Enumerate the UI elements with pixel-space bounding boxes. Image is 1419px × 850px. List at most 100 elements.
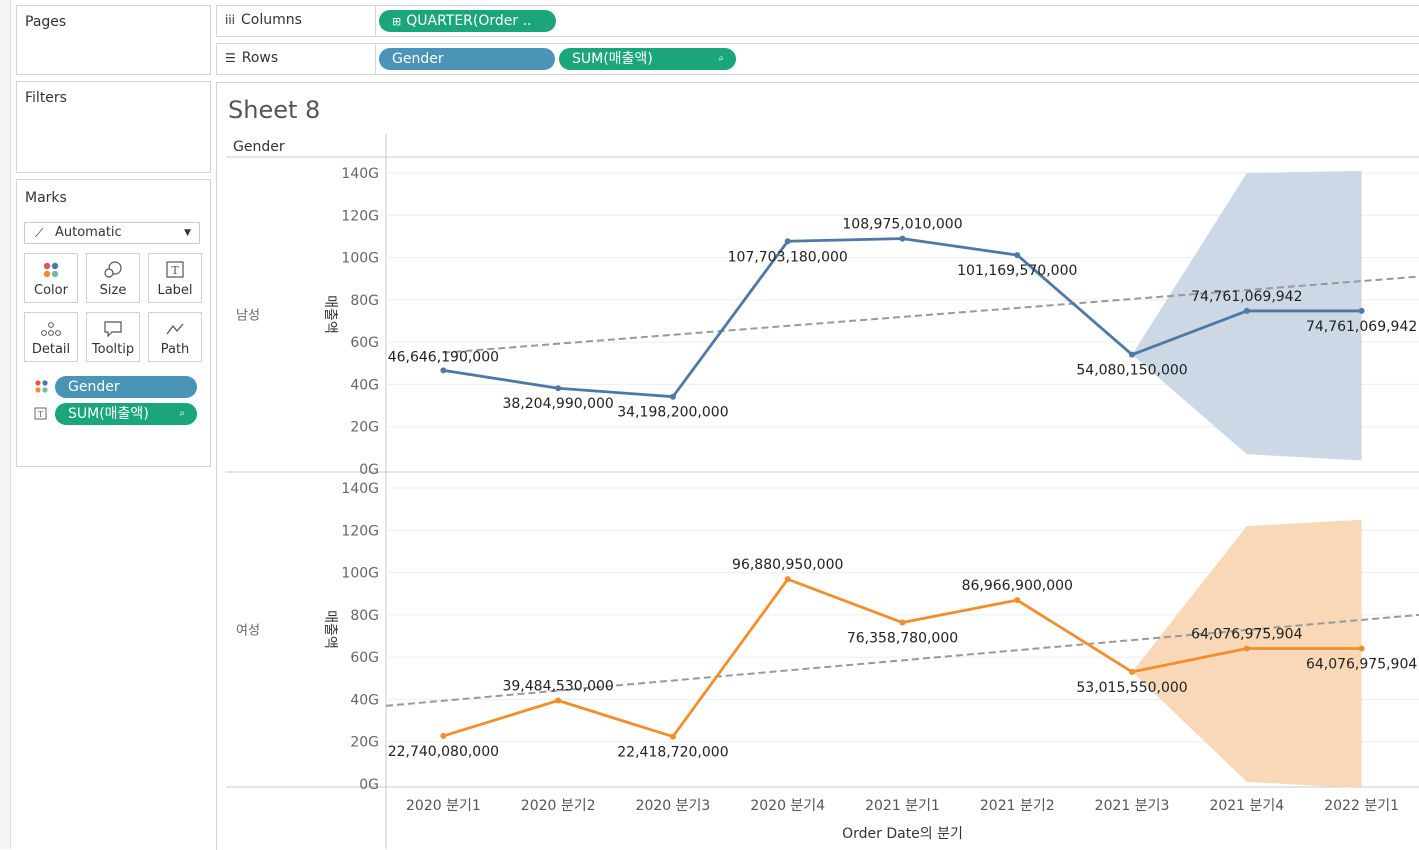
y-tick-label: 40G <box>350 692 379 708</box>
color-label: Color <box>34 283 68 298</box>
size-icon <box>87 261 139 281</box>
sum-sales-row-pill[interactable]: SUM(매출액) ⌕ <box>559 48 736 70</box>
data-point <box>1358 307 1365 314</box>
x-tick-label: 2020 분기4 <box>750 798 825 814</box>
trend-line <box>385 613 1419 707</box>
text-label-icon: T <box>149 261 201 281</box>
sheet-title: Sheet 8 <box>228 96 321 124</box>
tooltip-icon <box>87 320 139 340</box>
filters-card[interactable]: Filters <box>16 81 211 173</box>
data-label: 96,880,950,000 <box>732 557 843 573</box>
y-tick-label: 0G <box>359 777 379 793</box>
path-label: Path <box>160 342 190 357</box>
sum-sales-row-pill-label: SUM(매출액) <box>572 51 653 67</box>
gender-color-pill[interactable]: Gender <box>55 376 197 398</box>
data-point <box>555 385 562 392</box>
columns-icon: iii <box>225 13 236 27</box>
data-point <box>1129 351 1136 358</box>
sum-label-pill-label: SUM(매출액) <box>68 406 149 422</box>
marks-field-sum[interactable]: T SUM(매출액) ⌕ <box>34 403 199 425</box>
x-axis-title: Order Date의 분기 <box>842 826 963 842</box>
gender-row-pill[interactable]: Gender <box>379 48 555 70</box>
svg-text:T: T <box>171 264 179 277</box>
sum-label-pill[interactable]: SUM(매출액) ⌕ <box>55 403 197 425</box>
text-field-icon: T <box>34 406 48 425</box>
line-chart-icon: ⟋ <box>35 226 44 240</box>
columns-shelf-divider <box>375 6 376 36</box>
data-point <box>1358 645 1365 652</box>
sheet-area <box>216 82 1419 850</box>
label-button[interactable]: T Label <box>148 253 202 303</box>
columns-shelf[interactable]: iii Columns ⊞ QUARTER(Order .. <box>216 5 1419 37</box>
marks-field-gender[interactable]: Gender <box>34 376 199 398</box>
y-tick-label: 120G <box>341 523 379 539</box>
data-label: 86,966,900,000 <box>962 578 1073 594</box>
data-point <box>555 697 562 704</box>
data-point <box>1243 645 1250 652</box>
y-tick-label: 120G <box>341 208 379 224</box>
plus-box-icon: ⊞ <box>392 15 402 28</box>
svg-text:T: T <box>38 410 44 419</box>
data-point <box>1243 307 1250 314</box>
x-tick-label: 2021 분기2 <box>980 798 1055 814</box>
quarter-pill-label: QUARTER(Order .. <box>406 13 532 29</box>
y-tick-label: 80G <box>350 293 379 309</box>
detail-label: Detail <box>31 342 71 357</box>
y-tick-label: 100G <box>341 566 379 582</box>
y-tick-label: 140G <box>341 481 379 497</box>
mark-type-label: Automatic <box>55 225 122 240</box>
filters-title: Filters <box>25 90 67 106</box>
data-label: 54,080,150,000 <box>1076 363 1187 379</box>
path-button[interactable]: Path <box>148 312 202 362</box>
detail-icon <box>25 320 77 340</box>
y-axis-title: 매출액 <box>322 295 338 334</box>
rows-shelf-label: ☰ Rows <box>225 50 278 66</box>
data-point <box>899 619 906 626</box>
trend-line <box>443 275 1419 354</box>
rows-icon: ☰ <box>225 51 236 65</box>
y-tick-label: 0G <box>359 462 379 478</box>
y-axis-title: 매출액 <box>322 610 338 649</box>
data-point <box>440 732 447 739</box>
size-label: Size <box>99 283 127 298</box>
size-button[interactable]: Size <box>86 253 140 303</box>
y-tick-label: 60G <box>350 335 379 351</box>
quarter-order-date-pill[interactable]: ⊞ QUARTER(Order .. <box>379 10 556 32</box>
y-tick-label: 60G <box>350 650 379 666</box>
data-point <box>440 367 447 374</box>
data-label: 74,761,069,942 <box>1191 289 1302 305</box>
mark-type-dropdown[interactable]: ⟋ Automatic ▼ <box>24 222 200 244</box>
rows-shelf[interactable]: ☰ Rows Gender SUM(매출액) ⌕ <box>216 43 1419 75</box>
tooltip-button[interactable]: Tooltip <box>86 312 140 362</box>
y-tick-label: 80G <box>350 608 379 624</box>
x-tick-label: 2020 분기1 <box>406 798 481 814</box>
chevron-down-icon: ▼ <box>184 228 191 238</box>
row-label-male: 남성 <box>236 309 260 324</box>
data-point <box>1129 668 1136 675</box>
rows-label-text: Rows <box>241 50 279 66</box>
x-tick-label: 2020 분기2 <box>521 798 596 814</box>
rows-shelf-divider <box>375 44 376 74</box>
x-tick-label: 2021 분기4 <box>1209 798 1284 814</box>
data-label: 22,740,080,000 <box>388 744 499 760</box>
path-icon <box>149 320 201 340</box>
y-tick-label: 40G <box>350 377 379 393</box>
color-field-icon <box>34 379 50 399</box>
measure-delta-icon: ⌕ <box>179 408 185 419</box>
data-label: 46,646,190,000 <box>388 349 499 365</box>
y-tick-label: 20G <box>350 420 379 436</box>
label-label: Label <box>157 283 193 298</box>
measure-delta-icon: ⌕ <box>718 53 724 64</box>
data-label: 53,015,550,000 <box>1076 680 1187 696</box>
gender-color-pill-label: Gender <box>68 379 120 395</box>
data-point <box>899 235 906 242</box>
gender-row-pill-label: Gender <box>392 51 444 67</box>
data-label: 39,484,530,000 <box>502 679 613 695</box>
row-label-female: 여성 <box>236 624 260 639</box>
data-label: 74,761,069,942 <box>1306 319 1417 335</box>
detail-button[interactable]: Detail <box>24 312 78 362</box>
data-label: 64,076,975,904 <box>1191 627 1302 643</box>
color-button[interactable]: Color <box>24 253 78 303</box>
pages-card[interactable]: Pages <box>16 5 211 75</box>
